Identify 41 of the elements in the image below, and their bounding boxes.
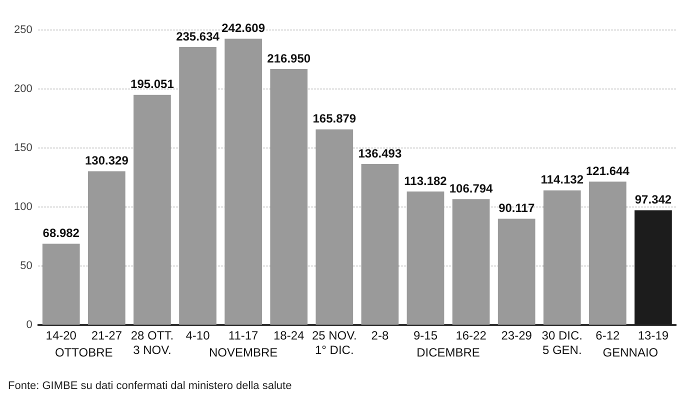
- x-tick-label: 25 NOV. 1° DIC.: [312, 328, 357, 358]
- data-label: 216.950: [267, 51, 311, 66]
- x-tick-label: 13-19: [638, 328, 669, 343]
- y-tick-label: 0: [26, 319, 32, 332]
- y-tick-label: 250: [14, 24, 32, 36]
- text: GENNAIO: [602, 346, 658, 360]
- y-tick-label: 150: [14, 142, 32, 154]
- text: OTTOBRE: [55, 346, 113, 360]
- data-label: 68.982: [42, 226, 80, 240]
- data-label: 97.342: [634, 192, 672, 207]
- x-tick-label: 9-15: [413, 328, 438, 343]
- y-tick-label: 50: [20, 260, 32, 272]
- x-tick-label: 16-22: [456, 328, 487, 343]
- x-tick-label: 21-27: [91, 328, 122, 343]
- data-label: 106.794: [449, 181, 494, 196]
- text: DICEMBRE: [416, 346, 480, 360]
- data-label: 195.051: [130, 77, 174, 92]
- x-tick-label: 30 DIC. 5 GEN.: [542, 328, 582, 358]
- source-note: Fonte: GIMBE su dati confermati dal ministero della salute: [8, 380, 293, 392]
- y-tick-label: 200: [14, 83, 32, 96]
- bar: [634, 210, 672, 325]
- x-tick-label: 14-20: [46, 328, 77, 343]
- data-label: 235.634: [176, 29, 220, 44]
- data-label: 242.609: [222, 21, 266, 36]
- data-label: 114.132: [540, 172, 584, 187]
- x-tick-label: 6-12: [596, 328, 620, 343]
- data-label: 90.117: [498, 201, 535, 216]
- x-tick-label: 4-10: [186, 328, 210, 343]
- x-tick-label: 18-24: [274, 328, 305, 343]
- x-tick-label: 28 OTT. 3 NOV.: [130, 328, 174, 358]
- text: NOVEMBRE: [208, 346, 278, 360]
- data-label: 130.329: [84, 154, 129, 168]
- data-label: 165.879: [312, 112, 356, 126]
- x-tick-label: 23-29: [501, 328, 532, 343]
- data-label: 121.644: [586, 164, 630, 178]
- x-tick-label: 11-17: [228, 328, 259, 343]
- data-label: 136.493: [358, 146, 402, 160]
- y-tick-label: 100: [14, 201, 32, 214]
- x-tick-label: 2-8: [371, 328, 389, 343]
- data-label: 113.182: [404, 174, 448, 188]
- bar: [452, 199, 490, 325]
